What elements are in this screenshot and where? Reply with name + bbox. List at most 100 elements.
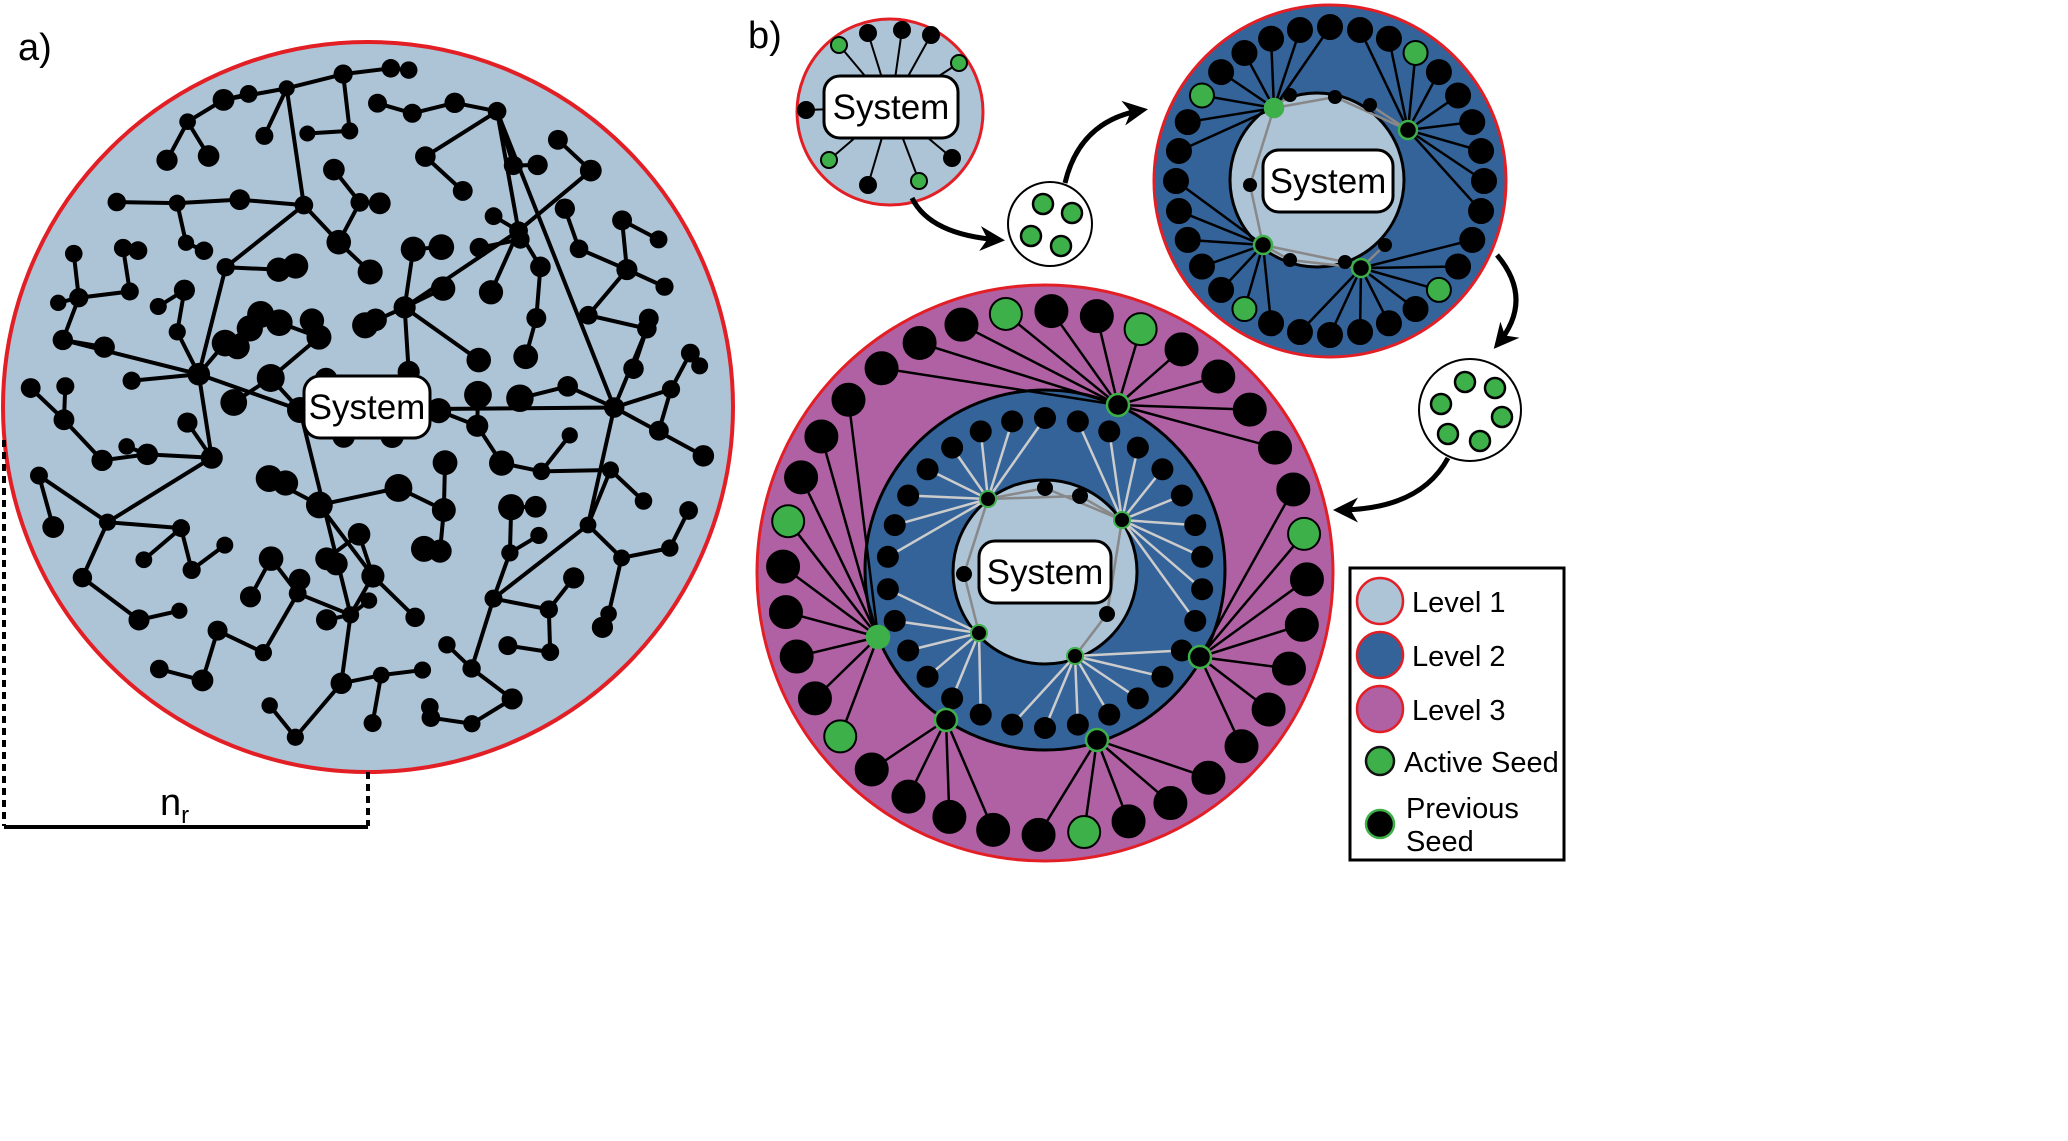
network-node <box>216 258 235 277</box>
network-node <box>489 450 515 476</box>
network-node <box>135 551 153 569</box>
network-node <box>368 192 391 215</box>
network-node <box>69 288 89 308</box>
network-node <box>766 549 801 584</box>
panel-a-system-label: System <box>309 388 426 427</box>
network-node <box>1098 420 1121 443</box>
network-node <box>604 397 625 418</box>
stage-3-mid-edge <box>894 619 980 635</box>
network-node <box>118 438 135 455</box>
previous-seed-node <box>1252 234 1274 256</box>
network-node <box>50 294 67 312</box>
network-node <box>1126 436 1149 459</box>
network-edge <box>606 557 624 615</box>
network-node <box>1164 332 1199 367</box>
network-node <box>410 535 437 562</box>
network-node <box>149 659 169 679</box>
stage-3-edge <box>944 719 995 831</box>
previous-seed-node <box>1350 257 1372 279</box>
network-node <box>122 371 141 390</box>
stage-3-mid-edge <box>908 494 989 501</box>
active-seed-node <box>1231 296 1258 323</box>
network-node <box>1271 651 1306 686</box>
network-node <box>876 545 899 568</box>
network-node <box>503 155 523 176</box>
stage-2-edge <box>1187 106 1275 124</box>
previous-seed-node <box>1397 119 1419 141</box>
network-node <box>72 567 93 588</box>
network-node <box>661 539 679 557</box>
stage-3-system-box <box>977 539 1113 605</box>
network-node <box>1425 59 1452 86</box>
network-node <box>591 616 614 638</box>
stage-3-edge <box>1005 312 1119 406</box>
network-node <box>156 149 178 171</box>
network-node <box>691 357 709 375</box>
active-seed-node <box>820 151 838 169</box>
network-node <box>616 259 638 281</box>
network-node <box>452 180 473 201</box>
network-node <box>182 560 201 580</box>
network-node <box>341 606 360 624</box>
previous-seed-node <box>1187 644 1213 670</box>
stage-3-mid-edge <box>887 588 980 635</box>
stage-2-edge <box>1358 29 1410 131</box>
network-node <box>634 492 653 510</box>
previous-seed-node <box>1066 647 1084 665</box>
stage-2-edge <box>1272 29 1302 109</box>
network-node <box>547 129 568 150</box>
network-node <box>1243 178 1257 192</box>
network-node <box>1001 713 1024 736</box>
network-node <box>922 26 940 44</box>
stage-3-mid-edge <box>1120 447 1140 521</box>
network-node <box>1126 687 1149 710</box>
network-node <box>1289 562 1324 597</box>
active-seed-node <box>1402 39 1429 66</box>
network-node <box>464 380 492 409</box>
network-node <box>294 195 314 215</box>
network-node <box>420 697 439 716</box>
legend: Level 1 Level 2 Level 3 Active Seed Prev… <box>1348 566 1566 862</box>
legend-label-previous-seed-line-2: Seed <box>1406 826 1474 858</box>
network-node <box>1191 760 1226 795</box>
stage-3-mid-edge <box>1108 431 1124 521</box>
network-node <box>1445 82 1472 109</box>
network-node <box>216 536 234 554</box>
active-seed-node <box>1263 97 1285 119</box>
network-node <box>278 80 295 97</box>
active-seed-node <box>1123 312 1158 347</box>
network-node <box>941 436 964 459</box>
network-node <box>341 122 359 140</box>
network-node <box>1471 168 1497 194</box>
network-node <box>402 103 422 123</box>
network-edge <box>81 576 141 622</box>
network-edge <box>106 456 213 524</box>
network-node <box>172 519 191 538</box>
arrow-seeds-to-stage2 <box>1062 100 1148 184</box>
network-node <box>466 347 492 373</box>
network-node <box>98 513 117 531</box>
network-node <box>1066 713 1089 736</box>
network-node <box>1459 109 1486 136</box>
stage-3-edge <box>1198 488 1295 658</box>
network-node <box>42 516 65 538</box>
stage-3-edge <box>1037 739 1099 836</box>
stage-3-system-label: System <box>987 553 1104 592</box>
network-edge <box>107 520 182 531</box>
network-node <box>330 672 353 695</box>
panel-b: b) System System System <box>748 3 1522 863</box>
panel-a: a) System nr <box>1 27 735 829</box>
stage-3-edge <box>839 636 880 737</box>
network-node <box>859 24 877 42</box>
network-node <box>299 308 325 333</box>
network-node <box>638 308 659 329</box>
network-node <box>680 343 700 363</box>
network-node <box>692 445 715 467</box>
network-node <box>360 592 378 609</box>
network-node <box>323 158 345 181</box>
network-node <box>187 362 211 386</box>
network-node <box>405 607 425 628</box>
network-node <box>1317 322 1343 348</box>
network-node <box>1286 16 1313 43</box>
network-node <box>299 125 316 142</box>
